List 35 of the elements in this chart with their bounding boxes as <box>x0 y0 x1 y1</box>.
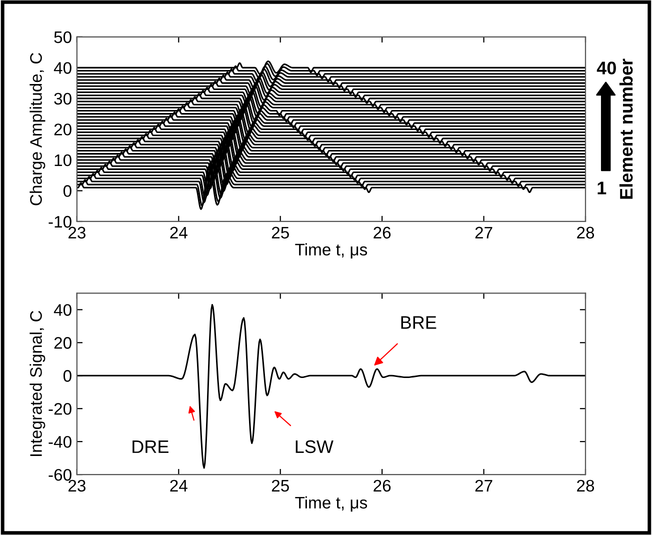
y-tick-label: 20 <box>54 337 72 349</box>
y-tick-label: 50 <box>54 31 72 44</box>
x-tick-label: 26 <box>374 480 391 492</box>
y-tick-label: -40 <box>48 436 72 448</box>
x-tick-label: 27 <box>475 226 492 238</box>
y-tick-label: -60 <box>48 468 72 481</box>
x-tick-label: 28 <box>577 480 594 492</box>
x-tick-label: 27 <box>475 480 492 492</box>
x-tick-label: 24 <box>170 480 188 492</box>
x-tick-label: 23 <box>68 480 86 492</box>
y-tick-label: 0 <box>63 370 72 382</box>
annotation: BRE <box>401 316 436 329</box>
y-tick-label: -20 <box>48 402 72 415</box>
annotation: LSW <box>296 440 334 454</box>
x-tick-label: 24 <box>170 226 188 238</box>
x-axis-title: Time t, μs <box>295 243 368 259</box>
x-axis-title: Time t, μs <box>295 496 368 512</box>
y2-axis-title: Element number <box>619 58 633 199</box>
x-tick-label: 23 <box>68 226 86 239</box>
x-tick-label: 25 <box>272 226 289 239</box>
y-tick-label: 10 <box>54 154 72 166</box>
x-tick-label: 26 <box>374 226 391 239</box>
y-axis-title: Integrated Signal, C <box>30 310 46 456</box>
y-tick-label: 30 <box>54 92 72 105</box>
y-tick-label: 40 <box>54 304 72 316</box>
y-tick-label: 0 <box>63 185 72 197</box>
annotation: DRE <box>132 440 168 453</box>
y-tick-label: -10 <box>48 216 72 228</box>
y-axis-title: Charge Amplitude, C <box>30 52 46 206</box>
x-tick-label: 25 <box>272 480 289 492</box>
y-tick-label: 20 <box>54 124 72 136</box>
y2-tick-label: 1 <box>598 182 606 194</box>
y-tick-label: 40 <box>54 62 72 74</box>
x-tick-label: 28 <box>577 226 594 239</box>
y2-tick-label: 40 <box>596 62 616 74</box>
